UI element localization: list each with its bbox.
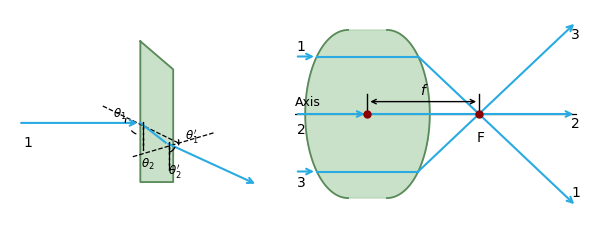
Text: 1: 1 (571, 185, 580, 199)
Text: F: F (477, 130, 485, 144)
Text: 3: 3 (297, 175, 305, 189)
Text: $\theta_1$: $\theta_1$ (113, 106, 127, 122)
Text: 1: 1 (23, 135, 32, 149)
Text: 1: 1 (297, 40, 305, 54)
Polygon shape (305, 31, 430, 198)
Text: 3: 3 (571, 28, 580, 42)
Text: 2: 2 (297, 123, 305, 136)
Text: $f$: $f$ (420, 83, 428, 98)
Text: $\theta_1^\prime$: $\theta_1^\prime$ (185, 127, 199, 144)
Text: 2: 2 (571, 116, 580, 130)
Polygon shape (140, 42, 173, 182)
Text: $\theta_2^\prime$: $\theta_2^\prime$ (168, 161, 182, 179)
Text: Axis: Axis (295, 95, 321, 108)
Text: $\theta_2$: $\theta_2$ (141, 156, 155, 171)
